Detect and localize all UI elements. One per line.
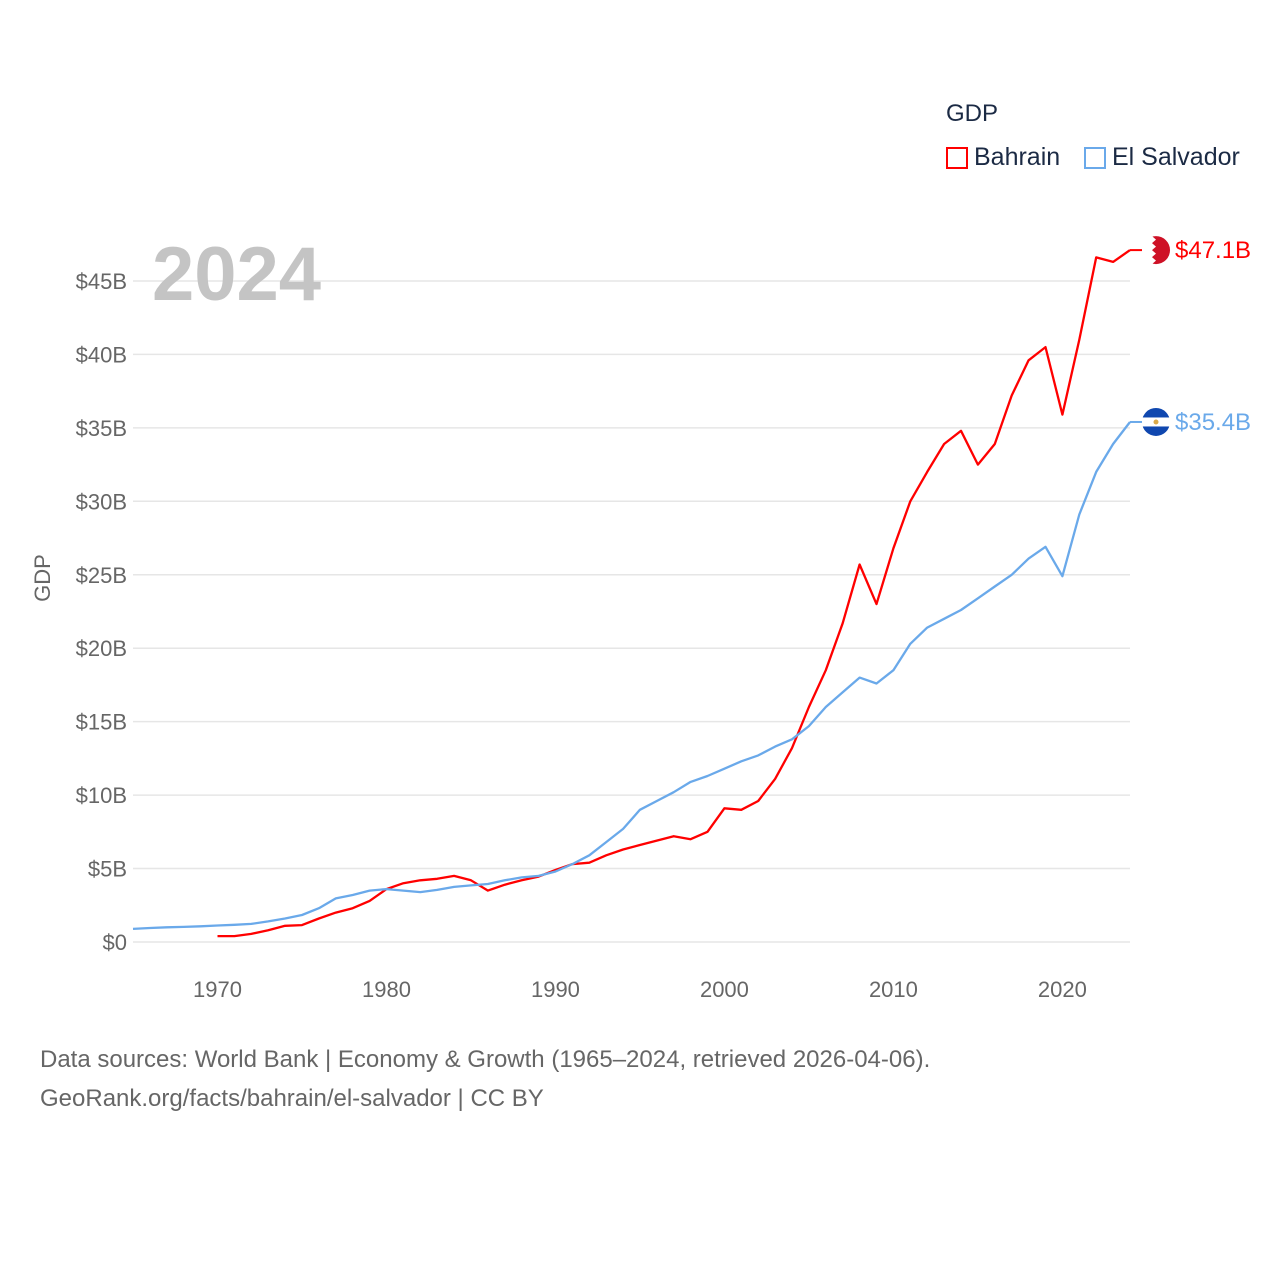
end-value-label: $35.4B	[1175, 409, 1251, 436]
y-tick-label: $20B	[76, 636, 127, 661]
year-watermark: 2024	[152, 232, 321, 317]
flag-emblem	[1153, 419, 1159, 425]
legend-label: El Salvador	[1112, 143, 1240, 171]
series-line-el-salvador	[132, 421, 1131, 931]
legend-item-el-salvador[interactable]: El Salvador	[1084, 143, 1240, 172]
y-tick-label: $15B	[76, 710, 127, 735]
legend-label: Bahrain	[974, 143, 1061, 171]
footer-sources: Data sources: World Bank | Economy & Gro…	[40, 1046, 931, 1073]
y-tick-label: $0	[103, 930, 127, 955]
legend-title: GDP	[946, 100, 999, 127]
y-axis-label: GDP	[30, 554, 55, 602]
end-value-label: $47.1B	[1175, 237, 1251, 264]
x-tick-label: 1980	[362, 977, 411, 1002]
y-tick-label: $35B	[76, 416, 127, 441]
x-tick-label: 2000	[700, 977, 749, 1002]
el-salvador-flag-icon	[1142, 407, 1170, 436]
y-tick-label: $45B	[76, 269, 127, 294]
y-tick-label: $30B	[76, 489, 127, 514]
bahrain-flag-icon	[1142, 236, 1170, 265]
x-tick-label: 2010	[869, 977, 918, 1002]
legend-swatch	[946, 146, 968, 169]
series-line-bahrain	[217, 249, 1131, 938]
x-tick-label: 1990	[531, 977, 580, 1002]
x-tick-label: 1970	[193, 977, 242, 1002]
flag-serration	[1142, 236, 1156, 265]
y-tick-label: $25B	[76, 563, 127, 588]
legend-swatch	[1084, 146, 1106, 169]
x-tick-label: 2020	[1038, 977, 1087, 1002]
y-tick-label: $40B	[76, 342, 127, 367]
legend-item-bahrain[interactable]: Bahrain	[946, 143, 1060, 172]
y-tick-label: $10B	[76, 783, 127, 808]
footer-link[interactable]: GeoRank.org/facts/bahrain/el-salvador | …	[40, 1085, 544, 1112]
y-tick-label: $5B	[88, 857, 127, 882]
